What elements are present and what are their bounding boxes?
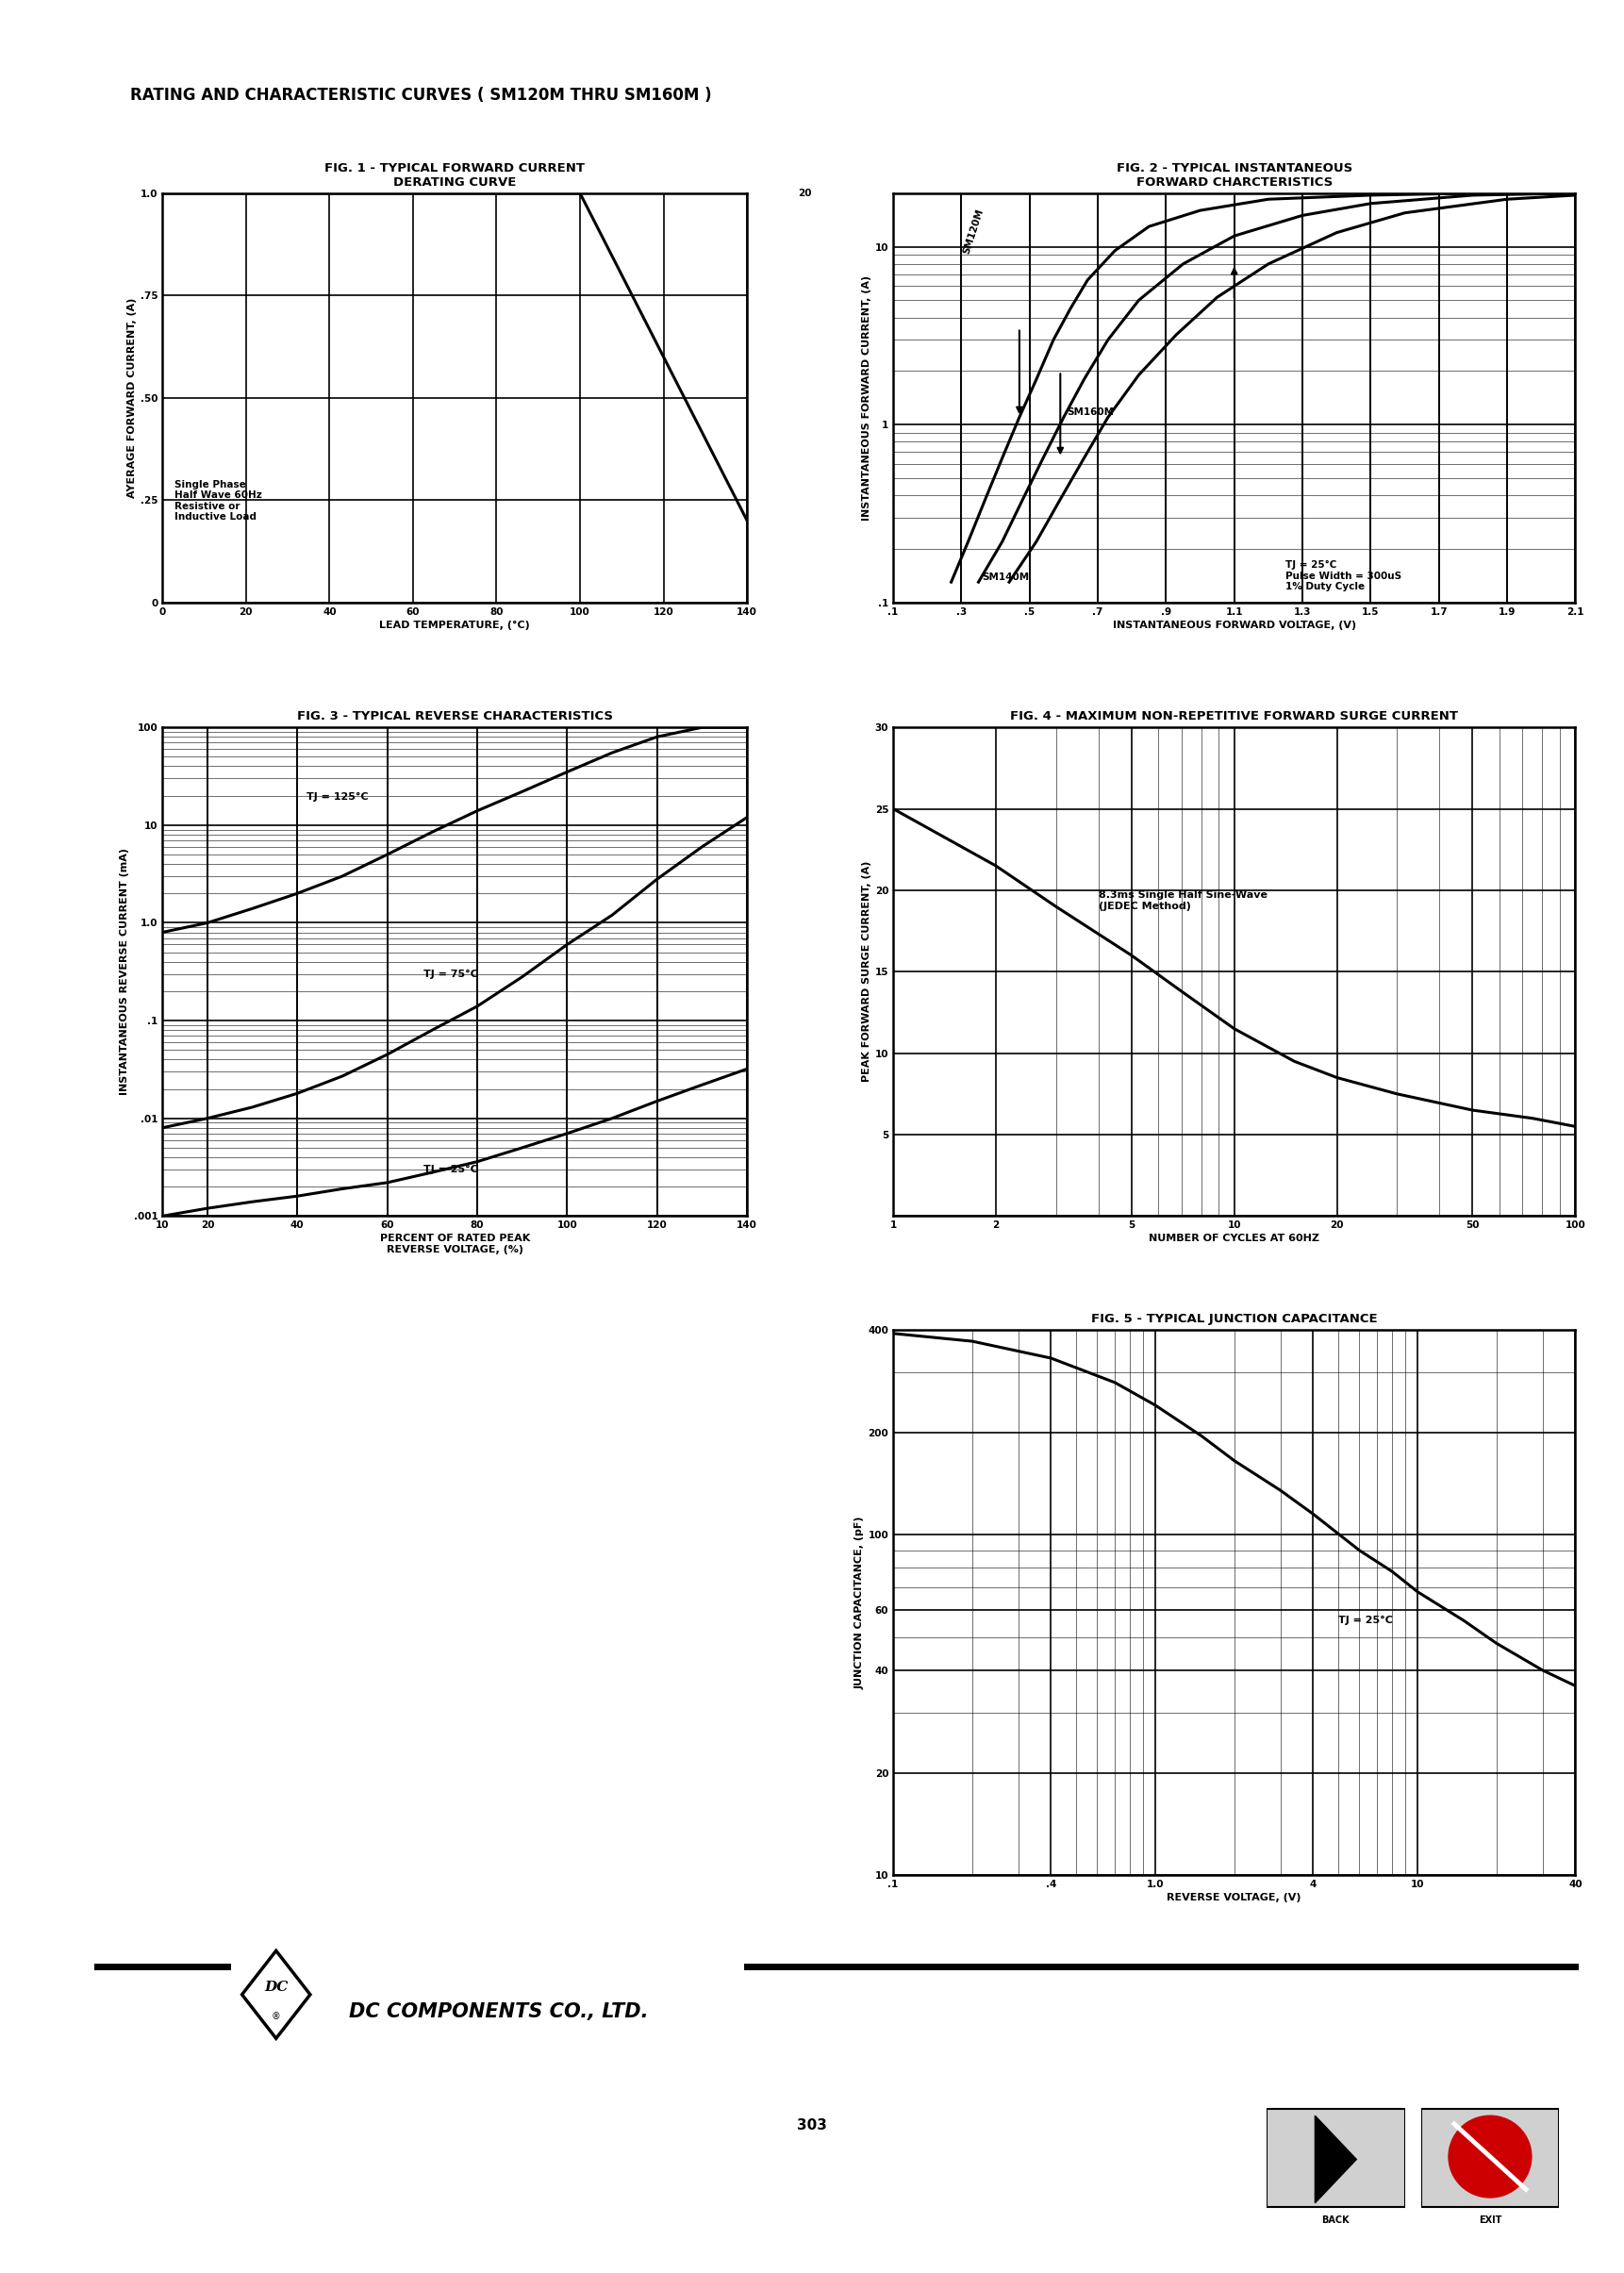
Y-axis label: INSTANTANEOUS FORWARD CURRENT, (A): INSTANTANEOUS FORWARD CURRENT, (A): [862, 275, 870, 521]
Text: Single Phase
Half Wave 60Hz
Resistive or
Inductive Load: Single Phase Half Wave 60Hz Resistive or…: [175, 480, 263, 523]
Y-axis label: AYERAGE FORWARD CURRENT, (A): AYERAGE FORWARD CURRENT, (A): [127, 298, 136, 498]
Text: ®: ®: [271, 2012, 281, 2021]
Y-axis label: JUNCTION CAPACITANCE, (pF): JUNCTION CAPACITANCE, (pF): [854, 1516, 864, 1689]
X-axis label: PERCENT OF RATED PEAK
REVERSE VOLTAGE, (%): PERCENT OF RATED PEAK REVERSE VOLTAGE, (…: [380, 1234, 529, 1255]
Text: TJ = 75°C: TJ = 75°C: [424, 968, 477, 980]
X-axis label: INSTANTANEOUS FORWARD VOLTAGE, (V): INSTANTANEOUS FORWARD VOLTAGE, (V): [1112, 621, 1356, 630]
FancyBboxPatch shape: [1267, 2109, 1405, 2207]
Text: 8.3ms Single Half Sine-Wave
(JEDEC Method): 8.3ms Single Half Sine-Wave (JEDEC Metho…: [1098, 891, 1267, 911]
Text: 20: 20: [797, 189, 812, 198]
Title: FIG. 2 - TYPICAL INSTANTANEOUS
FORWARD CHARCTERISTICS: FIG. 2 - TYPICAL INSTANTANEOUS FORWARD C…: [1116, 161, 1353, 189]
Y-axis label: PEAK FORWARD SURGE CURRENT, (A): PEAK FORWARD SURGE CURRENT, (A): [862, 861, 870, 1082]
Title: FIG. 1 - TYPICAL FORWARD CURRENT
DERATING CURVE: FIG. 1 - TYPICAL FORWARD CURRENT DERATIN…: [325, 161, 585, 189]
Text: RATING AND CHARACTERISTIC CURVES ( SM120M THRU SM160M ): RATING AND CHARACTERISTIC CURVES ( SM120…: [130, 86, 711, 105]
Text: TJ = 125°C: TJ = 125°C: [307, 793, 369, 802]
Text: SM120M: SM120M: [961, 207, 984, 255]
Text: EXIT: EXIT: [1478, 2216, 1502, 2225]
Text: DC: DC: [265, 1980, 287, 1993]
Text: 303: 303: [797, 2118, 827, 2132]
Title: FIG. 4 - MAXIMUM NON-REPETITIVE FORWARD SURGE CURRENT: FIG. 4 - MAXIMUM NON-REPETITIVE FORWARD …: [1010, 709, 1458, 723]
Circle shape: [1449, 2116, 1531, 2198]
Title: FIG. 3 - TYPICAL REVERSE CHARACTERISTICS: FIG. 3 - TYPICAL REVERSE CHARACTERISTICS: [297, 709, 612, 723]
Polygon shape: [1315, 2116, 1356, 2203]
Text: SM140M: SM140M: [983, 573, 1030, 582]
X-axis label: NUMBER OF CYCLES AT 60HZ: NUMBER OF CYCLES AT 60HZ: [1148, 1234, 1320, 1243]
Title: FIG. 5 - TYPICAL JUNCTION CAPACITANCE: FIG. 5 - TYPICAL JUNCTION CAPACITANCE: [1091, 1312, 1377, 1325]
Y-axis label: INSTANTANEOUS REVERSE CURRENT (mA): INSTANTANEOUS REVERSE CURRENT (mA): [120, 848, 130, 1096]
Text: DC COMPONENTS CO., LTD.: DC COMPONENTS CO., LTD.: [349, 2003, 648, 2021]
Text: TJ = 25°C
Pulse Width = 300uS
1% Duty Cycle: TJ = 25°C Pulse Width = 300uS 1% Duty Cy…: [1286, 559, 1402, 591]
X-axis label: LEAD TEMPERATURE, (°C): LEAD TEMPERATURE, (°C): [380, 621, 529, 630]
Text: TJ = 25°C: TJ = 25°C: [424, 1164, 477, 1175]
Text: BACK: BACK: [1322, 2216, 1350, 2225]
Text: SM160M: SM160M: [1067, 407, 1114, 418]
X-axis label: REVERSE VOLTAGE, (V): REVERSE VOLTAGE, (V): [1168, 1893, 1301, 1903]
Text: TJ = 25°C: TJ = 25°C: [1338, 1616, 1393, 1625]
FancyBboxPatch shape: [1421, 2109, 1559, 2207]
